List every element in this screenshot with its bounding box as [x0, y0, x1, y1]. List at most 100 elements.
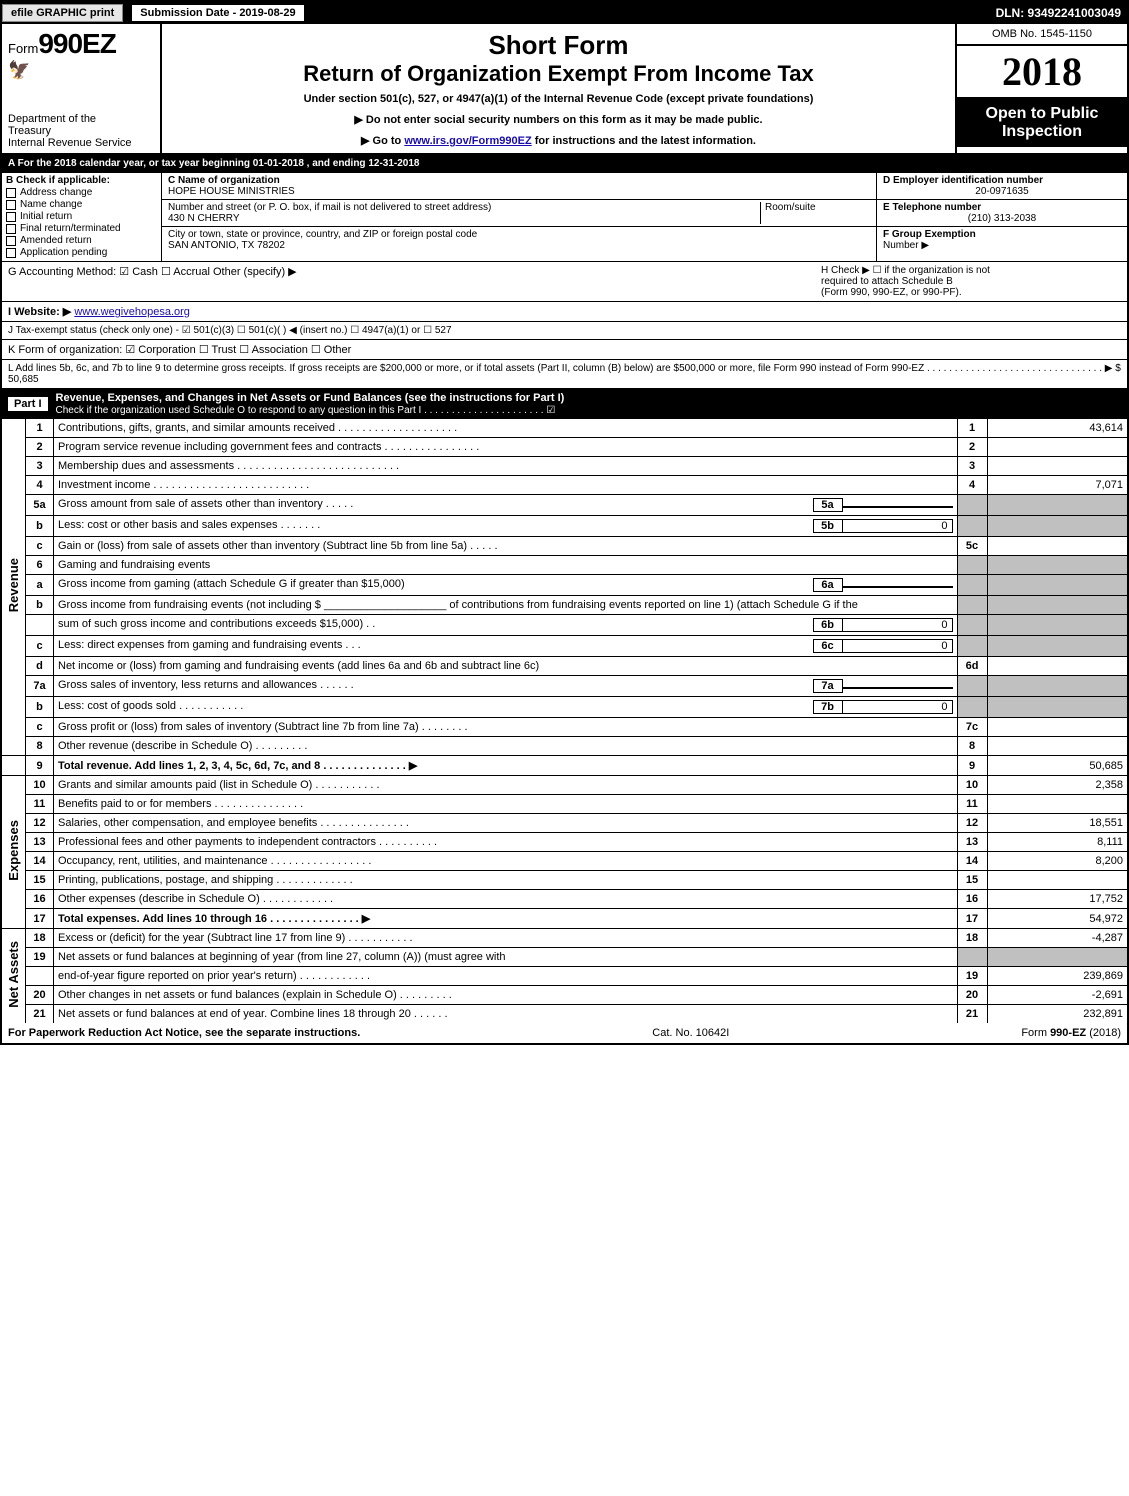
table-row: cGain or (loss) from sale of assets othe…	[2, 537, 1127, 556]
org-name: HOPE HOUSE MINISTRIES	[168, 186, 870, 197]
checkbox-icon	[6, 188, 16, 198]
table-row: Revenue 1Contributions, gifts, grants, a…	[2, 419, 1127, 438]
table-row: dNet income or (loss) from gaming and fu…	[2, 657, 1127, 676]
street-value: 430 N CHERRY	[168, 213, 760, 224]
gh-line: G Accounting Method: ☑ Cash ☐ Accrual Ot…	[2, 262, 1127, 302]
l-line: L Add lines 5b, 6c, and 7b to line 9 to …	[2, 360, 1127, 389]
street-label: Number and street (or P. O. box, if mail…	[168, 202, 760, 213]
table-row: bLess: cost or other basis and sales exp…	[2, 516, 1127, 537]
table-row: 2Program service revenue including gover…	[2, 438, 1127, 457]
website-link[interactable]: www.wegivehopesa.org	[74, 306, 190, 318]
phone-value: (210) 313-2038	[883, 213, 1121, 224]
c-block: C Name of organization HOPE HOUSE MINIST…	[162, 173, 877, 261]
top-bar: efile GRAPHIC print Submission Date - 20…	[2, 2, 1127, 24]
k-line: K Form of organization: ☑ Corporation ☐ …	[2, 340, 1127, 360]
table-row: Net Assets 18Excess or (deficit) for the…	[2, 929, 1127, 948]
header-center: Short Form Return of Organization Exempt…	[162, 24, 957, 153]
table-row: 13Professional fees and other payments t…	[2, 833, 1127, 852]
omb-number: OMB No. 1545-1150	[957, 24, 1127, 46]
c-street-row: Number and street (or P. O. box, if mail…	[162, 200, 876, 227]
table-row: 9Total revenue. Add lines 1, 2, 3, 4, 5c…	[2, 756, 1127, 776]
arrow2-post: for instructions and the latest informat…	[532, 135, 756, 147]
c-name-row: C Name of organization HOPE HOUSE MINIST…	[162, 173, 876, 200]
table-row: 3Membership dues and assessments . . . .…	[2, 457, 1127, 476]
c-city-row: City or town, state or province, country…	[162, 227, 876, 253]
side-revenue: Revenue	[2, 419, 26, 756]
form-number: Form990EZ 🦅	[8, 28, 154, 81]
line-a: A For the 2018 calendar year, or tax yea…	[2, 155, 1127, 173]
header-row: Form990EZ 🦅 Department of the Treasury I…	[2, 24, 1127, 155]
b-label: B Check if applicable:	[6, 175, 157, 186]
chk-address[interactable]: Address change	[6, 187, 157, 198]
table-row: 7aGross sales of inventory, less returns…	[2, 676, 1127, 697]
form-page: efile GRAPHIC print Submission Date - 20…	[0, 0, 1129, 1045]
short-form-title: Short Form	[172, 30, 945, 61]
open-to-public: Open to Public Inspection	[957, 99, 1127, 147]
table-row: 21Net assets or fund balances at end of …	[2, 1005, 1127, 1024]
chk-amended[interactable]: Amended return	[6, 235, 157, 246]
city-value: SAN ANTONIO, TX 78202	[168, 240, 477, 251]
submission-date: Submission Date - 2019-08-29	[131, 4, 304, 22]
table-row: aGross income from gaming (attach Schedu…	[2, 575, 1127, 596]
h-l3: (Form 990, 990-EZ, or 990-PF).	[821, 287, 1121, 298]
i-line: I Website: ▶ www.wegivehopesa.org	[2, 302, 1127, 322]
dept-line2: Treasury	[8, 125, 154, 137]
header-right: OMB No. 1545-1150 2018 Open to Public In…	[957, 24, 1127, 153]
checkbox-icon	[6, 224, 16, 234]
part1-label: Part I	[8, 397, 48, 411]
e-label: E Telephone number	[883, 202, 1121, 213]
j-line: J Tax-exempt status (check only one) - ☑…	[2, 322, 1127, 340]
d-label: D Employer identification number	[883, 175, 1121, 186]
table-row: 5aGross amount from sale of assets other…	[2, 495, 1127, 516]
footer-mid: Cat. No. 10642I	[652, 1027, 729, 1039]
h-l2: required to attach Schedule B	[821, 276, 1121, 287]
checkbox-icon	[6, 248, 16, 258]
tax-year: 2018	[957, 46, 1127, 99]
footer-right: Form 990-EZ (2018)	[1021, 1027, 1121, 1039]
checkbox-icon	[6, 200, 16, 210]
table-row: bGross income from fundraising events (n…	[2, 596, 1127, 615]
bcdef-block: B Check if applicable: Address change Na…	[2, 173, 1127, 262]
table-row: 8Other revenue (describe in Schedule O) …	[2, 737, 1127, 756]
form-990ez: 990EZ	[38, 28, 116, 59]
city-label: City or town, state or province, country…	[168, 229, 477, 240]
ein-value: 20-0971635	[883, 186, 1121, 197]
side-expenses: Expenses	[2, 776, 26, 929]
table-row: 19Net assets or fund balances at beginni…	[2, 948, 1127, 967]
c-label: C Name of organization	[168, 175, 870, 186]
header-left: Form990EZ 🦅 Department of the Treasury I…	[2, 24, 162, 153]
page-footer: For Paperwork Reduction Act Notice, see …	[2, 1023, 1127, 1043]
f-label: F Group Exemption	[883, 229, 1121, 240]
chk-name[interactable]: Name change	[6, 199, 157, 210]
chk-application[interactable]: Application pending	[6, 247, 157, 258]
dept-line1: Department of the	[8, 113, 154, 125]
chk-final[interactable]: Final return/terminated	[6, 223, 157, 234]
footer-left: For Paperwork Reduction Act Notice, see …	[8, 1027, 360, 1039]
table-row: 16Other expenses (describe in Schedule O…	[2, 890, 1127, 909]
table-row: 11Benefits paid to or for members . . . …	[2, 795, 1127, 814]
table-row: Expenses 10Grants and similar amounts pa…	[2, 776, 1127, 795]
efile-print-button[interactable]: efile GRAPHIC print	[2, 4, 123, 22]
form-prefix: Form	[8, 41, 38, 56]
return-title: Return of Organization Exempt From Incom…	[172, 61, 945, 87]
main-table: Revenue 1Contributions, gifts, grants, a…	[2, 419, 1127, 1023]
table-row: 12Salaries, other compensation, and empl…	[2, 814, 1127, 833]
arrow-line-1: ▶ Do not enter social security numbers o…	[172, 113, 945, 126]
b-checkboxes: B Check if applicable: Address change Na…	[2, 173, 162, 261]
under-section: Under section 501(c), 527, or 4947(a)(1)…	[172, 93, 945, 105]
irs-link[interactable]: www.irs.gov/Form990EZ	[404, 135, 531, 147]
g-accounting: G Accounting Method: ☑ Cash ☐ Accrual Ot…	[8, 265, 297, 298]
eagle-icon: 🦅	[8, 60, 154, 81]
table-row: bLess: cost of goods sold . . . . . . . …	[2, 697, 1127, 718]
table-row: 6Gaming and fundraising events	[2, 556, 1127, 575]
e-block: E Telephone number (210) 313-2038	[877, 200, 1127, 227]
h-l1: H Check ▶ ☐ if the organization is not	[821, 265, 1121, 276]
chk-initial[interactable]: Initial return	[6, 211, 157, 222]
part1-header: Part I Revenue, Expenses, and Changes in…	[2, 389, 1127, 419]
open-l2: Inspection	[961, 123, 1123, 141]
table-row: cGross profit or (loss) from sales of in…	[2, 718, 1127, 737]
side-netassets: Net Assets	[2, 929, 26, 1024]
room-suite: Room/suite	[760, 202, 870, 224]
table-row: 15Printing, publications, postage, and s…	[2, 871, 1127, 890]
h-block: H Check ▶ ☐ if the organization is not r…	[821, 265, 1121, 298]
